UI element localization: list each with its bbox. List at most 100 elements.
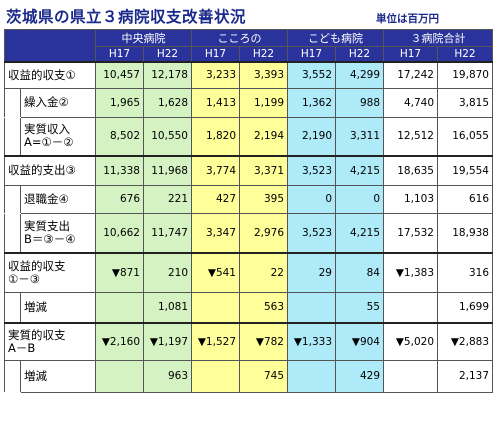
header-group: こども病院: [287, 29, 384, 47]
value-cell: ▼904: [335, 322, 384, 361]
value-cell: 395: [239, 184, 288, 214]
row-indent: [4, 291, 21, 324]
value-cell: 8,502: [95, 116, 144, 157]
value-cell: ▼1,197: [143, 322, 192, 361]
value-cell: 2,194: [239, 116, 288, 157]
row-label: 収益的収支①: [4, 61, 96, 89]
header-year: H22: [335, 46, 384, 63]
value-cell: 22: [239, 252, 288, 293]
value-cell: 3,774: [191, 155, 240, 186]
row-label: 繰入金②: [20, 87, 96, 118]
value-cell: ▼1,527: [191, 322, 240, 361]
value-cell: ▼871: [95, 252, 144, 293]
value-cell: 10,457: [95, 61, 144, 89]
value-cell: 210: [143, 252, 192, 293]
value-cell: 1,820: [191, 116, 240, 157]
value-cell: 10,550: [143, 116, 192, 157]
value-cell: 19,870: [437, 61, 493, 89]
value-cell: 29: [287, 252, 336, 293]
table-row: 退職金④ 676 221 427 395 0 0 1,103 616: [4, 184, 493, 214]
row-label: 増減: [20, 291, 96, 324]
header-year: H17: [95, 46, 144, 63]
value-cell: [95, 359, 144, 393]
value-cell: 3,393: [239, 61, 288, 89]
value-cell: 19,554: [437, 155, 493, 186]
value-cell: ▼2,883: [437, 322, 493, 361]
value-cell: 0: [287, 184, 336, 214]
value-cell: 1,199: [239, 87, 288, 118]
value-cell: ▼782: [239, 322, 288, 361]
value-cell: [383, 291, 438, 324]
value-cell: ▼1,383: [383, 252, 438, 293]
value-cell: 0: [335, 184, 384, 214]
value-cell: 676: [95, 184, 144, 214]
header-year: H22: [143, 46, 192, 63]
header-row-years: H17 H22 H17 H22 H17 H22 H17 H22: [5, 46, 493, 63]
table-row: 増減 1,081 563 55 1,699: [4, 291, 493, 324]
value-cell: 1,699: [437, 291, 493, 324]
value-cell: 17,242: [383, 61, 438, 89]
value-cell: 12,512: [383, 116, 438, 157]
value-cell: ▼1,333: [287, 322, 336, 361]
value-cell: 1,103: [383, 184, 438, 214]
table-row: 実質収入 A=①－② 8,502 10,550 1,820 2,194 2,190 3,31…: [4, 116, 493, 157]
table-row: 実質支出 B＝③－④ 10,662 11,747 3,347 2,976 3,523 4,2…: [4, 212, 493, 254]
value-cell: 12,178: [143, 61, 192, 89]
value-cell: ▼2,160: [95, 322, 144, 361]
value-cell: 1,362: [287, 87, 336, 118]
value-cell: [287, 359, 336, 393]
value-cell: 16,055: [437, 116, 493, 157]
row-indent: [4, 212, 21, 254]
header-year: H22: [437, 46, 493, 63]
value-cell: 4,299: [335, 61, 384, 89]
row-label: 増減: [20, 359, 96, 393]
value-cell: 1,413: [191, 87, 240, 118]
header-group: ３病院合計: [383, 29, 493, 47]
header-year: H22: [239, 46, 288, 63]
table-row: 収益的収支① 10,457 12,178 3,233 3,393 3,552 4,299 17…: [4, 61, 493, 89]
row-label: 実質支出 B＝③－④: [20, 212, 96, 254]
value-cell: [287, 291, 336, 324]
header-year: H17: [383, 46, 438, 63]
page-title: 茨城県の県立３病院収支改善状況: [6, 8, 247, 26]
row-indent: [4, 359, 21, 393]
value-cell: 4,215: [335, 212, 384, 254]
value-cell: 1,965: [95, 87, 144, 118]
value-cell: 427: [191, 184, 240, 214]
value-cell: 221: [143, 184, 192, 214]
value-cell: 745: [239, 359, 288, 393]
row-label: 退職金④: [20, 184, 96, 214]
unit-note: 単位は百万円: [376, 13, 439, 25]
header-corner: [4, 29, 96, 63]
value-cell: 3,311: [335, 116, 384, 157]
value-cell: 2,976: [239, 212, 288, 254]
table-row: 収益的収支 ①－③ ▼871 210 ▼541 22 29 84 ▼1,383 316: [4, 252, 493, 293]
value-cell: 11,338: [95, 155, 144, 186]
value-cell: 3,523: [287, 212, 336, 254]
row-indent: [4, 116, 21, 157]
value-cell: 616: [437, 184, 493, 214]
value-cell: 4,215: [335, 155, 384, 186]
table-row: 繰入金② 1,965 1,628 1,413 1,199 1,362 988 4,740 3,8…: [4, 87, 493, 118]
header-group: こころの: [191, 29, 288, 47]
value-cell: 17,532: [383, 212, 438, 254]
value-cell: ▼541: [191, 252, 240, 293]
row-indent: [4, 184, 21, 214]
row-label: 収益的収支 ①－③: [4, 252, 96, 293]
row-label: 実質収入 A=①－②: [20, 116, 96, 157]
value-cell: [95, 291, 144, 324]
value-cell: 11,747: [143, 212, 192, 254]
value-cell: 3,371: [239, 155, 288, 186]
value-cell: 316: [437, 252, 493, 293]
value-cell: 18,635: [383, 155, 438, 186]
value-cell: 2,137: [437, 359, 493, 393]
value-cell: 84: [335, 252, 384, 293]
value-cell: [191, 291, 240, 324]
table-row: 実質的収支 A－B ▼2,160 ▼1,197 ▼1,527 ▼782 ▼1,333 ▼90…: [4, 322, 493, 361]
value-cell: 2,190: [287, 116, 336, 157]
value-cell: 563: [239, 291, 288, 324]
row-label: 実質的収支 A－B: [4, 322, 96, 361]
value-cell: 988: [335, 87, 384, 118]
value-cell: ▼5,020: [383, 322, 438, 361]
value-cell: 55: [335, 291, 384, 324]
